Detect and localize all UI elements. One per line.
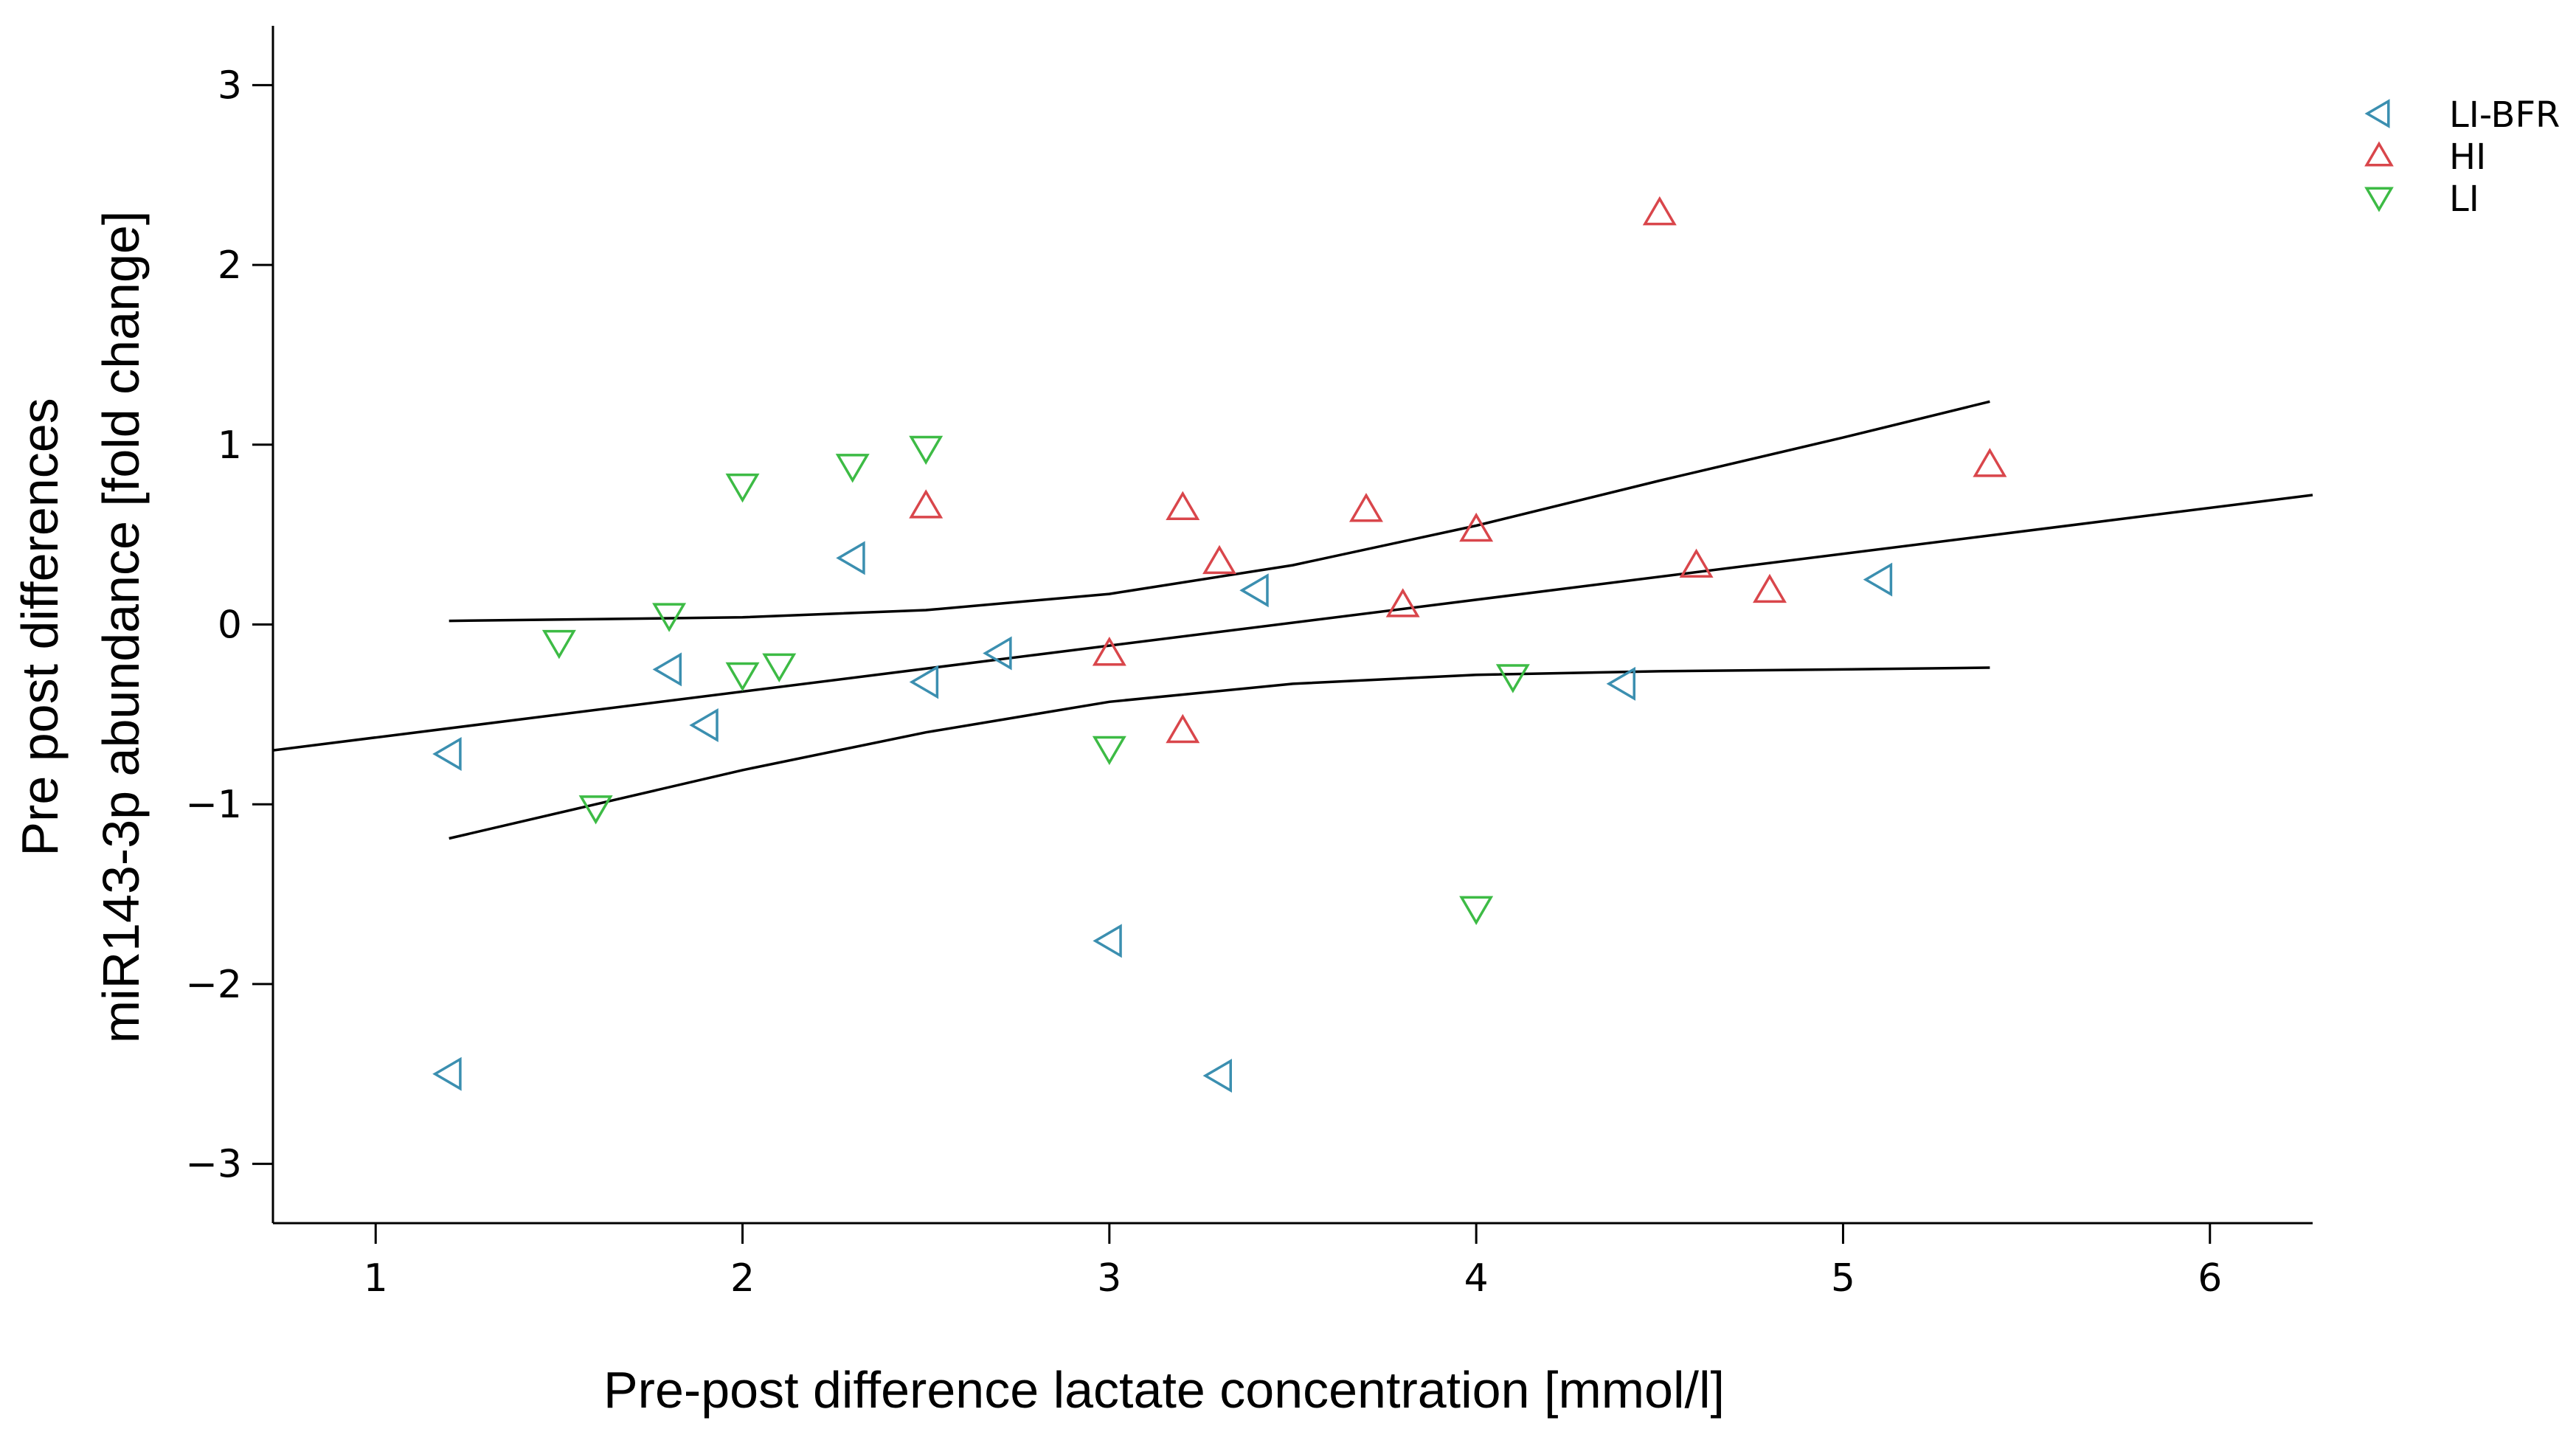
data-point [1973,448,2007,477]
data-point [983,636,1012,671]
y-tick-label: 2 [218,243,242,288]
data-point [1863,562,1893,597]
data-point [541,629,576,660]
data-point [1459,512,1494,542]
data-point [578,795,613,825]
x-tick-label: 4 [1464,1256,1489,1301]
legend-label-li: LI [2449,179,2479,220]
legend-marker-li-bfr [2364,99,2390,128]
data-point [725,473,760,503]
data-point [1385,588,1420,617]
x-tick-label: 1 [364,1256,388,1301]
data-point [1752,573,1787,603]
y-tick-label: 1 [218,423,242,468]
plot-area [272,195,2313,1093]
y-tick-label: −1 [185,783,242,827]
x-tick-label: 2 [730,1256,755,1301]
x-tick-label: 5 [1831,1256,1855,1301]
data-point [689,707,719,742]
y-axis-title-line-2: miR143-3p abundance [fold change] [92,211,150,1044]
data-point [1166,491,1200,521]
data-point [1092,637,1126,666]
legend-marker-li [2364,187,2394,212]
legend-label-li-bfr: LI-BFR [2449,94,2560,136]
data-point [1606,666,1636,701]
y-tick-label: −2 [185,963,242,1007]
x-tick-label: 6 [2198,1256,2222,1301]
y-tick-label: 3 [218,63,242,108]
data-point [1348,493,1383,522]
x-tick-label: 3 [1097,1256,1121,1301]
axes: 1 2 3 4 5 6 −3 −2 −1 0 1 2 3 [185,26,2313,1301]
data-point [909,435,944,466]
x-axis-title: Pre-post difference lactate concentratio… [603,1361,1725,1419]
data-point [1642,195,1677,226]
y-axis-title-line-1: Pre post differences [11,398,69,856]
fit-line-lower-ci [449,666,1990,840]
data-point [1495,664,1530,693]
series-li [541,435,1530,926]
y-tick-label: −3 [185,1143,242,1187]
data-point [652,652,682,687]
legend-label-hi: HI [2449,136,2486,178]
data-point [1202,544,1237,575]
data-point [1166,713,1200,744]
y-tick-label: 0 [218,603,242,648]
data-point [725,662,760,692]
data-point [1092,736,1126,766]
data-point [836,541,865,575]
data-point [1093,924,1122,958]
data-point [909,489,944,519]
series-hi [909,195,2007,744]
data-point [652,603,687,632]
data-point [432,1056,462,1091]
fit-line-upper-ci [449,400,1990,623]
data-point [835,454,870,483]
series-li-bfr [432,541,1893,1093]
data-point [1202,1059,1232,1093]
legend-marker-hi [2364,141,2394,167]
data-point [762,653,797,683]
fit-line-regression [272,494,2313,752]
data-point [432,736,462,771]
data-point [1679,548,1714,578]
data-point [1239,573,1269,608]
data-point [1459,896,1494,926]
data-point [909,665,939,699]
